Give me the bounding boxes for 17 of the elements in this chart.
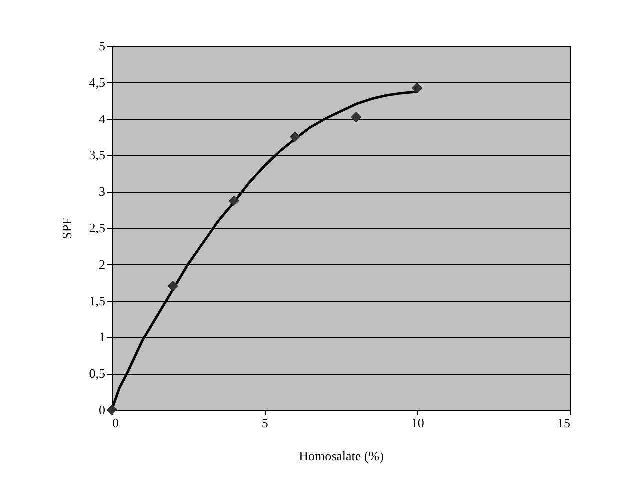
y-tick-label: 4 <box>99 111 106 126</box>
x-tick-label: 10 <box>411 416 424 430</box>
x-tick-label: 15 <box>558 416 570 430</box>
y-tick-label: 1,5 <box>89 293 106 308</box>
x-tick-label: 0 <box>112 416 119 430</box>
y-tick-label: 3 <box>99 184 106 200</box>
y-tick-label: 2 <box>99 256 106 272</box>
y-axis-title: SPF <box>59 218 74 240</box>
y-tick-label: 0 <box>99 402 106 418</box>
y-tick-label: 1 <box>99 330 106 345</box>
y-tick-label: 4,5 <box>89 74 106 90</box>
y-tick-label: 2,5 <box>89 220 106 236</box>
x-tick-label: 5 <box>262 416 268 430</box>
y-tick-label: 0,5 <box>89 366 106 382</box>
y-tick-label: 5 <box>99 38 106 54</box>
x-axis-title: Homosalate (%) <box>299 448 384 464</box>
y-tick-label: 3,5 <box>89 148 106 163</box>
